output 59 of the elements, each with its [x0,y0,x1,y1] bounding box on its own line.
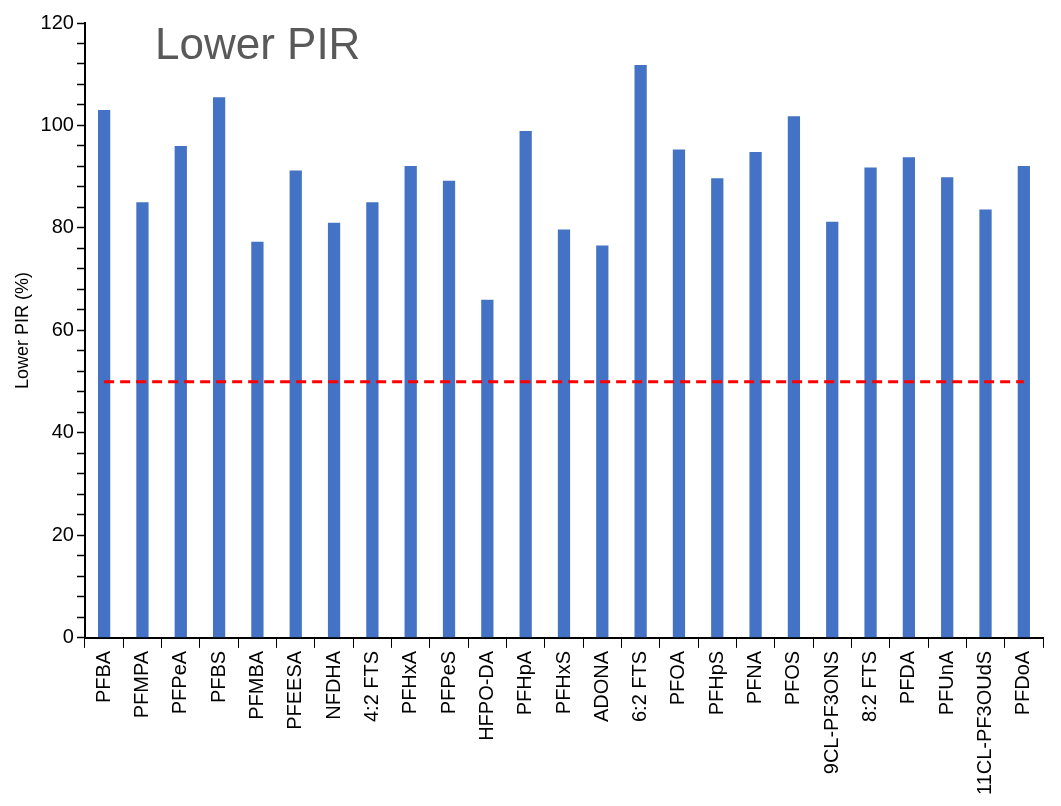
bar [98,110,111,638]
y-tick-label: 40 [51,420,74,443]
bar [902,157,916,638]
x-tick-label: PFEESA [283,650,306,730]
bar [787,116,801,638]
bar [672,149,686,638]
x-tick-label: PFHpS [704,650,727,716]
bar [557,229,571,638]
x-tick-label: ADONA [589,650,612,722]
bar [519,131,532,638]
x-tick-label: PFMBA [244,650,267,720]
y-tick-label: 120 [40,10,74,33]
x-tick-label: PFNA [743,650,766,705]
y-axis-title: Lower PIR (%) [11,271,32,389]
bar [404,165,417,638]
bar [212,97,226,638]
bar [864,167,877,638]
bar [596,245,609,638]
y-tick-label: 80 [51,215,74,238]
x-tick-label: PFPeA [168,650,191,715]
bar [327,222,341,638]
bar [251,241,264,638]
y-tick-label: 20 [51,522,74,545]
chart-title: Lower PIR [154,19,361,69]
x-tick-label: 6:2 FTS [628,650,651,723]
bar [979,209,992,638]
bar [941,177,954,638]
bar [634,65,647,638]
bar [711,178,724,638]
x-tick-label: PFDoA [1011,650,1034,716]
x-tick-label: 8:2 FTS [858,650,881,723]
y-tick-label: 0 [62,625,74,648]
x-tick-label: PFHxS [551,650,574,715]
y-tick-label: 100 [40,112,74,135]
bar [1017,165,1030,638]
x-tick-label: HFPO-DA [474,650,497,741]
x-tick-label: PFOA [666,650,689,706]
x-tick-label: PFUnA [934,650,957,716]
bar [366,202,379,638]
bar [442,180,456,638]
bar [136,202,149,638]
x-tick-label: PFHxA [398,650,421,715]
x-tick-label: PFOS [781,650,804,706]
x-tick-label: PFPeS [436,650,459,715]
bar [289,170,302,638]
x-tick-label: PFMPA [129,650,152,719]
y-tick-label: 60 [51,317,74,340]
x-tick-label: PFDA [896,650,919,705]
bar [826,221,839,638]
x-tick-label: PFHpA [513,650,536,716]
x-tick-label: 11CL-PF3OUdS [973,650,996,796]
bar [749,152,762,638]
x-tick-label: PFBA [91,650,114,704]
x-tick-label: 9CL-PF3ONS [819,650,842,775]
x-tick-label: PFBS [206,650,229,704]
x-tick-label: NFDHA [321,650,344,720]
x-tick-label: 4:2 FTS [359,650,382,723]
bar [174,145,187,638]
bar [481,299,494,638]
